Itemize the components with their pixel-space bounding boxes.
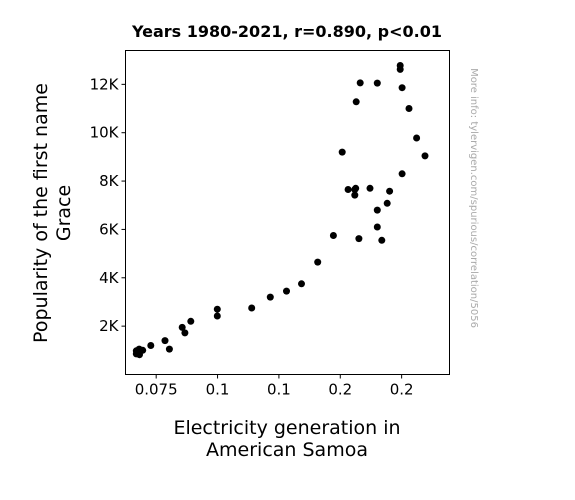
data-point	[383, 199, 391, 207]
data-point	[314, 258, 322, 266]
data-points	[132, 62, 429, 359]
data-point	[356, 79, 364, 87]
data-point	[298, 280, 305, 288]
data-point	[344, 186, 352, 193]
data-point	[378, 236, 386, 244]
y-tick-label: 12K	[90, 75, 120, 93]
data-point	[398, 170, 406, 178]
y-axis-label-line-2: Grace	[53, 185, 75, 241]
data-point	[366, 184, 374, 192]
y-tick-label: 10K	[90, 124, 120, 142]
data-point	[338, 148, 346, 156]
y-tick-label: 2K	[99, 317, 120, 335]
y-axis: 2K 4K 6K 8K 10K 12K	[90, 75, 126, 335]
x-axis-label-line-1: Electricity generation in	[173, 417, 400, 439]
data-point	[187, 317, 195, 325]
x-tick-label: 0.1	[267, 381, 291, 399]
data-point	[161, 337, 169, 345]
data-point	[386, 187, 394, 195]
data-point	[352, 98, 360, 106]
x-axis-label-line-2: American Samoa	[206, 439, 368, 461]
y-tick-label: 6K	[99, 220, 120, 238]
data-point	[213, 312, 221, 320]
x-tick-label: 0.2	[390, 381, 414, 399]
y-axis-label-line-1: Popularity of the first name	[30, 83, 52, 343]
data-point	[373, 223, 381, 231]
x-axis: 0.075 0.1 0.1 0.2 0.2	[135, 374, 414, 399]
x-tick-label: 0.2	[328, 381, 352, 399]
data-point	[396, 65, 404, 73]
data-point	[266, 293, 274, 301]
x-tick-label: 0.075	[135, 381, 178, 399]
data-point	[178, 323, 186, 331]
data-point	[355, 235, 363, 243]
data-point	[351, 191, 359, 199]
data-point	[421, 152, 429, 160]
data-point	[398, 84, 406, 92]
data-point	[181, 329, 189, 337]
watermark-text: More info: tylervigen.com/spurious/corre…	[468, 68, 479, 328]
data-point	[413, 134, 421, 142]
data-point	[283, 287, 290, 295]
data-point	[213, 305, 221, 313]
data-point	[147, 342, 155, 349]
plot-area: 0.075 0.1 0.1 0.2 0.2 2K 4K 6K 8K 10K 12K	[90, 50, 450, 399]
chart-title: Years 1980-2021, r=0.890, p<0.01	[131, 22, 442, 41]
data-point	[165, 345, 173, 353]
data-point	[405, 105, 413, 112]
y-tick-label: 4K	[99, 269, 120, 287]
data-point	[352, 184, 360, 192]
data-point	[139, 346, 147, 354]
x-tick-label: 0.1	[206, 381, 230, 399]
plot-frame	[125, 50, 450, 375]
data-point	[248, 304, 256, 312]
data-point	[329, 232, 337, 239]
data-point	[373, 79, 381, 87]
data-point	[373, 206, 381, 214]
y-tick-label: 8K	[99, 172, 120, 190]
